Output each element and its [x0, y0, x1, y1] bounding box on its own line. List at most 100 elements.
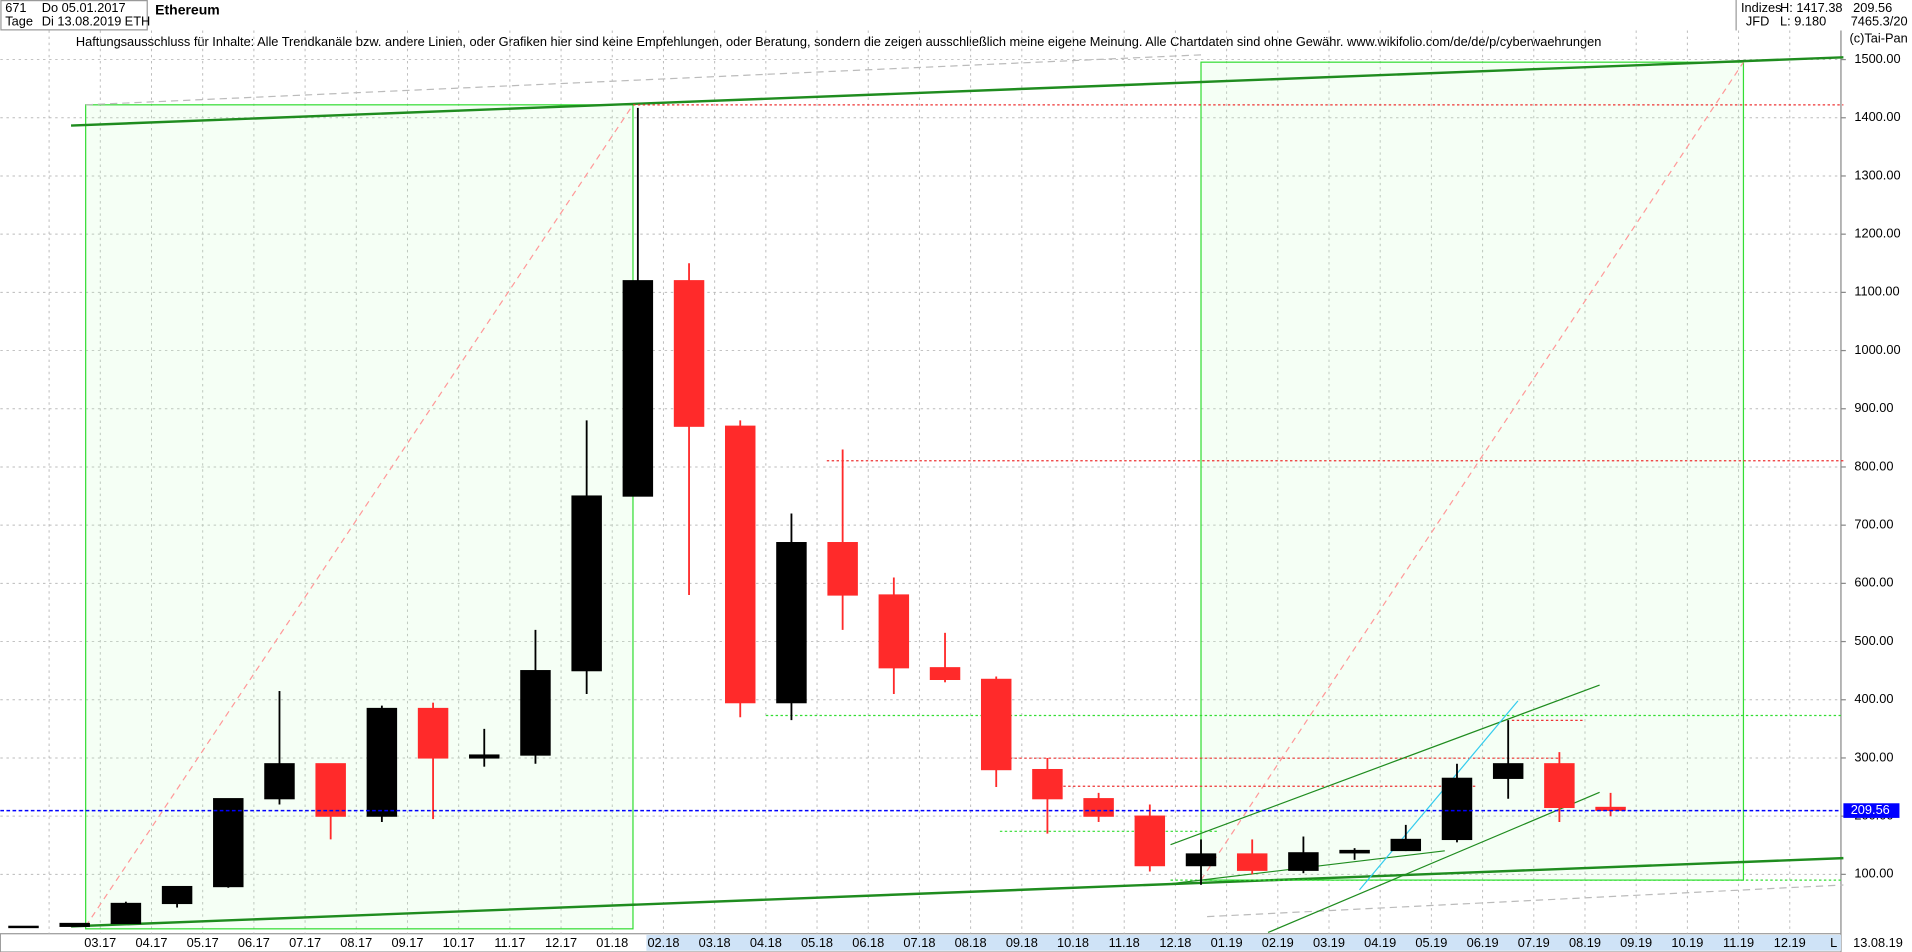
x-tick-label: 12.17: [545, 935, 577, 950]
x-axis-highlight: [646, 934, 1841, 951]
x-tick-label: 02.18: [647, 935, 679, 950]
guide-line: [85, 54, 1202, 106]
x-tick-label: 08.17: [340, 935, 372, 950]
trend-line: [70, 856, 1844, 928]
channel-line: [1267, 791, 1600, 934]
candle-body: [366, 707, 398, 817]
y-tick-label: 1200.00: [1854, 226, 1900, 241]
last-date: 13.08.19: [1853, 935, 1903, 950]
candle-body: [417, 707, 449, 759]
x-tick-label: 09.19: [1620, 935, 1652, 950]
candle-body: [1032, 768, 1063, 800]
low: L: 9.180: [1780, 13, 1826, 28]
candle-body: [1236, 853, 1268, 871]
candle-body: [1185, 853, 1217, 867]
candles: [8, 107, 1626, 929]
period-count: 671: [5, 0, 26, 15]
y-tick-label: 500.00: [1854, 633, 1893, 648]
y-tick-label: 300.00: [1854, 749, 1893, 764]
x-tick-label: 10.17: [443, 935, 475, 950]
x-tick-label: 01.19: [1211, 935, 1243, 950]
x-tick-label: 07.18: [903, 935, 935, 950]
candle-body: [213, 798, 244, 888]
candle-body: [264, 763, 295, 800]
candle-body: [520, 670, 551, 756]
x-tick-label: 04.19: [1364, 935, 1396, 950]
channel-line: [1170, 684, 1600, 846]
x-tick-label: 03.17: [84, 935, 116, 950]
candle-body: [8, 925, 39, 929]
candle-body: [827, 542, 858, 596]
candle-body: [929, 667, 961, 680]
y-tick-label: 600.00: [1854, 575, 1893, 590]
candle-body: [1134, 815, 1166, 867]
candle-body: [315, 763, 346, 817]
candle-body: [110, 902, 142, 925]
candle-body: [1441, 777, 1473, 841]
candle-body: [1083, 798, 1114, 817]
high: H: 1417.38: [1780, 0, 1843, 15]
diagonal: [1200, 61, 1744, 881]
volume: 7465.3/20: [1851, 13, 1908, 28]
x-tick-label: 05.17: [187, 935, 219, 950]
candle-body: [1339, 849, 1370, 854]
x-tick-label: 06.17: [238, 935, 270, 950]
drawings: [70, 54, 1844, 934]
scale-label: L: [1830, 935, 1837, 950]
market: Indizes: [1741, 0, 1782, 15]
x-tick-label: 09.18: [1006, 935, 1038, 950]
header-box: [0, 0, 148, 31]
x-tick-label: 03.18: [699, 935, 731, 950]
y-tick-label: 700.00: [1854, 517, 1893, 532]
broker: JFD: [1746, 13, 1769, 28]
x-tick-label: 04.17: [136, 935, 168, 950]
current-price-box: [1843, 803, 1900, 818]
x-tick-label: 12.18: [1159, 935, 1191, 950]
y-tick-label: 1300.00: [1854, 167, 1900, 182]
x-tick-label: 06.18: [852, 935, 884, 950]
candle-body: [59, 922, 90, 927]
x-tick-label: 10.18: [1057, 935, 1089, 950]
x-tick-label: 07.17: [289, 935, 321, 950]
candle-body: [622, 280, 654, 497]
last: 209.56: [1853, 0, 1892, 15]
x-tick-label: 03.19: [1313, 935, 1345, 950]
end-date: Di 13.08.2019: [42, 13, 122, 28]
candle-body: [571, 495, 602, 672]
y-tick-label: 800.00: [1854, 458, 1893, 473]
y-tick-label: 1500.00: [1854, 51, 1900, 66]
x-tick-label: 09.17: [391, 935, 423, 950]
channel-line: [1359, 700, 1519, 891]
candle-body: [1492, 763, 1524, 779]
symbol: ETH: [125, 13, 151, 28]
range-box: [85, 104, 634, 930]
x-tick-label: 08.19: [1569, 935, 1601, 950]
y-tick-label: 900.00: [1854, 400, 1893, 415]
y-tick-label: 1000.00: [1854, 342, 1900, 357]
x-tick-label: 12.19: [1774, 935, 1806, 950]
candle-body: [878, 594, 910, 669]
candle-body: [469, 754, 500, 759]
start-date: Do 05.01.2017: [42, 0, 126, 15]
candle-body: [673, 280, 705, 427]
candle-body: [1288, 852, 1319, 871]
x-tick-label: 11.18: [1109, 935, 1140, 950]
x-tick-label: 05.18: [801, 935, 833, 950]
x-tick-label: 07.19: [1518, 935, 1550, 950]
x-tick-label: 01.18: [596, 935, 628, 950]
copyright: (c)Tai-Pan: [1849, 30, 1907, 45]
grid: 100.00200.00300.00400.00500.00600.00700.…: [0, 30, 1901, 950]
x-tick-label: 08.18: [955, 935, 987, 950]
interval: Tage: [5, 13, 33, 28]
overlay: 209.56 13.08.19 L: [0, 802, 1903, 950]
candle-body: [776, 542, 807, 704]
candle-body: [1390, 838, 1422, 852]
trend-line: [70, 56, 1844, 127]
y-tick-label: 1100.00: [1854, 284, 1899, 299]
candle-body: [1544, 763, 1575, 809]
x-tick-label: 02.19: [1262, 935, 1294, 950]
disclaimer: Haftungsausschluss für Inhalte: Alle Tre…: [76, 34, 1601, 49]
y-tick-label: 400.00: [1854, 691, 1893, 706]
current-price-label: 209.56: [1851, 802, 1890, 817]
x-tick-label: 05.19: [1415, 935, 1447, 950]
